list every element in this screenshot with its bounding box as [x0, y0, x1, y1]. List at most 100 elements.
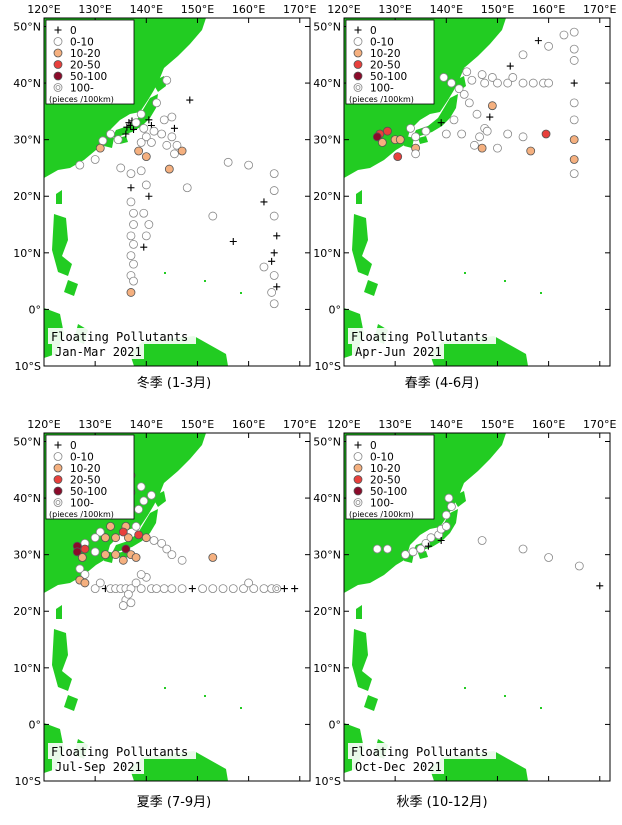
observation-marker: [518, 544, 528, 554]
legend-label: 0-10: [70, 37, 94, 49]
observation-marker: [372, 132, 382, 142]
observation-marker: [534, 37, 542, 45]
observation-marker: [541, 129, 551, 139]
observation-marker: [100, 533, 110, 543]
observation-marker: [239, 584, 248, 594]
observation-marker: [145, 192, 153, 200]
longitude-label: 120°E: [327, 418, 360, 431]
observation-marker: [447, 78, 456, 88]
observation-marker: [493, 143, 502, 153]
map-frame: [43, 432, 311, 782]
observation-marker: [106, 521, 115, 531]
map-panel-autumn: 120°E 130°E 140°E 150°E 160°E 170°E 50°N 40°N 30…: [313, 418, 616, 788]
legend-unit: (pieces /100km): [49, 95, 114, 104]
latitude-label: 40°N: [313, 492, 341, 505]
observation-marker: [506, 62, 514, 70]
observation-marker: [124, 589, 133, 599]
observation-marker: [411, 149, 421, 159]
latitude-label: 0°: [329, 718, 342, 731]
observation-marker: [149, 536, 159, 545]
map-panel-summer: 120°E 130°E 140°E 150°E 160°E 170°E 50°N 40°N 30…: [13, 418, 316, 788]
observation-marker: [273, 283, 281, 291]
legend-marker: [53, 60, 63, 69]
observation-marker: [273, 232, 281, 240]
latitude-label: 0°: [29, 303, 42, 316]
observation-marker: [569, 115, 579, 125]
observation-marker: [569, 56, 579, 65]
legend-marker: [53, 83, 63, 92]
legend-marker: [353, 37, 363, 46]
legend-label: 20-50: [370, 60, 401, 72]
observation-marker: [259, 262, 269, 272]
observation-marker: [159, 584, 169, 594]
latitude-label: 10°N: [313, 247, 341, 260]
observation-marker: [544, 78, 554, 88]
legend-marker: [354, 441, 362, 449]
map-frame: [343, 432, 611, 782]
observation-marker: [131, 553, 141, 562]
observation-marker: [126, 598, 136, 608]
observation-marker: [518, 78, 528, 88]
latitude-label: 40°N: [313, 77, 341, 90]
observation-marker: [136, 138, 146, 147]
observation-marker: [129, 259, 138, 269]
observation-marker: [129, 220, 138, 229]
observation-marker: [186, 96, 194, 104]
panel-title: Floating Pollutants: [51, 745, 188, 759]
observation-marker: [167, 112, 177, 122]
observation-marker: [170, 124, 178, 132]
observation-marker: [140, 243, 148, 251]
observation-marker: [457, 129, 467, 139]
observation-marker: [106, 129, 115, 139]
latitude-label: 10°S: [15, 775, 41, 788]
observation-marker: [421, 126, 431, 136]
observation-marker: [272, 584, 282, 594]
panel-period: Jan-Mar 2021: [55, 345, 142, 359]
observation-marker: [126, 251, 136, 261]
longitude-label: 150°E: [481, 3, 514, 16]
longitude-label: 170°E: [583, 418, 616, 431]
observation-marker: [80, 544, 90, 554]
observation-marker: [437, 537, 445, 545]
observation-marker: [126, 231, 136, 241]
legend-label: 0: [370, 440, 377, 452]
observation-marker: [411, 132, 421, 142]
latitude-label: 0°: [329, 303, 342, 316]
latitude-label: 20°N: [313, 605, 341, 618]
observation-marker: [470, 140, 479, 150]
observation-marker: [131, 521, 141, 531]
legend-label: 20-50: [370, 475, 401, 487]
observation-marker: [170, 149, 179, 159]
legend-label: 0: [370, 25, 377, 37]
observation-marker: [131, 578, 141, 588]
legend-marker: [353, 486, 363, 496]
legend-label: 20-50: [70, 475, 101, 487]
longitude-label: 130°E: [378, 418, 411, 431]
panel-title: Floating Pollutants: [351, 330, 488, 344]
observation-marker: [269, 271, 279, 280]
latitude-label: 50°N: [313, 435, 341, 448]
legend-label: 0: [70, 440, 77, 452]
observation-marker: [141, 180, 151, 190]
latitude-label: 40°N: [13, 77, 41, 90]
observation-marker: [269, 299, 279, 309]
observation-marker: [126, 197, 136, 207]
observation-marker: [167, 584, 177, 594]
latitude-label: 30°N: [13, 134, 41, 147]
observation-marker: [426, 533, 436, 543]
observation-marker: [259, 584, 269, 594]
map-panel-winter: 120°E 130°E 140°E 150°E 160°E 170°E 50°N 40°N 30…: [13, 3, 316, 373]
observation-marker: [188, 585, 196, 593]
observation-marker: [118, 555, 128, 565]
observation-marker: [482, 126, 492, 136]
observation-marker: [139, 496, 149, 506]
legend-marker: [353, 463, 363, 473]
legend-marker: [353, 71, 363, 81]
observation-marker: [480, 78, 490, 88]
observation-marker: [493, 78, 502, 88]
observation-marker: [408, 547, 418, 557]
legend-label: 100-: [370, 83, 394, 95]
observation-marker: [421, 538, 431, 548]
